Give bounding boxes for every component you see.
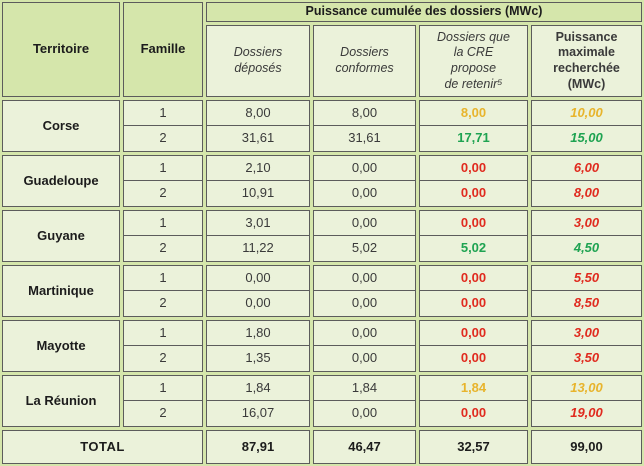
famille-cell: 2 — [123, 346, 203, 372]
conformes-cell: 0,00 — [313, 291, 416, 317]
cre-cell: 0,00 — [419, 320, 528, 346]
territory-group: Guadeloupe 1 2,10 0,00 0,00 6,00 2 10,91… — [2, 155, 642, 207]
header-dossiers-conformes: Dossiers conformes — [313, 25, 416, 97]
pmax-cell: 5,50 — [531, 265, 642, 291]
header-territoire: Territoire — [2, 2, 120, 97]
famille-cell: 1 — [123, 155, 203, 181]
total-row: TOTAL 87,91 46,47 32,57 99,00 — [2, 430, 642, 464]
header-puissance-max: Puissance maximale recherchée (MWc) — [531, 25, 642, 97]
territory-cell: Martinique — [2, 265, 120, 317]
famille-cell: 2 — [123, 181, 203, 207]
conformes-cell: 0,00 — [313, 181, 416, 207]
pmax-cell: 6,00 — [531, 155, 642, 181]
territory-group: Martinique 1 0,00 0,00 0,00 5,50 2 0,00 … — [2, 265, 642, 317]
pmax-cell: 13,00 — [531, 375, 642, 401]
pmax-cell: 10,00 — [531, 100, 642, 126]
cre-cell: 0,00 — [419, 265, 528, 291]
famille-cell: 1 — [123, 265, 203, 291]
pmax-cell: 3,00 — [531, 210, 642, 236]
cre-cell: 1,84 — [419, 375, 528, 401]
deposes-cell: 2,10 — [206, 155, 310, 181]
conformes-cell: 31,61 — [313, 126, 416, 152]
famille-cell: 2 — [123, 236, 203, 262]
total-label: TOTAL — [2, 430, 203, 464]
famille-cell: 2 — [123, 126, 203, 152]
header-dossiers-deposes: Dossiers déposés — [206, 25, 310, 97]
cre-cell: 0,00 — [419, 210, 528, 236]
deposes-cell: 8,00 — [206, 100, 310, 126]
conformes-cell: 0,00 — [313, 401, 416, 427]
cre-cell: 0,00 — [419, 346, 528, 372]
table-body: Corse 1 8,00 8,00 8,00 10,00 2 31,61 31,… — [2, 100, 642, 430]
total-deposes: 87,91 — [206, 430, 310, 464]
header-famille: Famille — [123, 2, 203, 97]
territory-cell: Guyane — [2, 210, 120, 262]
deposes-cell: 1,35 — [206, 346, 310, 372]
pmax-cell: 3,00 — [531, 320, 642, 346]
deposes-cell: 3,01 — [206, 210, 310, 236]
conformes-cell: 5,02 — [313, 236, 416, 262]
total-cre: 32,57 — [419, 430, 528, 464]
pmax-cell: 8,50 — [531, 291, 642, 317]
pmax-cell: 19,00 — [531, 401, 642, 427]
territory-group: Guyane 1 3,01 0,00 0,00 3,00 2 11,22 5,0… — [2, 210, 642, 262]
cre-cell: 0,00 — [419, 401, 528, 427]
famille-cell: 1 — [123, 100, 203, 126]
famille-cell: 1 — [123, 320, 203, 346]
famille-cell: 2 — [123, 291, 203, 317]
cre-cell: 0,00 — [419, 155, 528, 181]
conformes-cell: 1,84 — [313, 375, 416, 401]
pmax-cell: 3,50 — [531, 346, 642, 372]
territory-cell: La Réunion — [2, 375, 120, 427]
conformes-cell: 0,00 — [313, 346, 416, 372]
conformes-cell: 0,00 — [313, 210, 416, 236]
deposes-cell: 1,80 — [206, 320, 310, 346]
conformes-cell: 0,00 — [313, 265, 416, 291]
conformes-cell: 8,00 — [313, 100, 416, 126]
pmax-cell: 15,00 — [531, 126, 642, 152]
conformes-cell: 0,00 — [313, 155, 416, 181]
cre-cell: 0,00 — [419, 291, 528, 317]
territory-cell: Corse — [2, 100, 120, 152]
deposes-cell: 1,84 — [206, 375, 310, 401]
header-dossiers-cre: Dossiers que la CRE propose de retenir⁵ — [419, 25, 528, 97]
table-header: Territoire Famille Puissance cumulée des… — [2, 2, 642, 97]
deposes-cell: 16,07 — [206, 401, 310, 427]
territory-cell: Guadeloupe — [2, 155, 120, 207]
deposes-cell: 11,22 — [206, 236, 310, 262]
deposes-cell: 31,61 — [206, 126, 310, 152]
deposes-cell: 0,00 — [206, 291, 310, 317]
conformes-cell: 0,00 — [313, 320, 416, 346]
cre-cell: 5,02 — [419, 236, 528, 262]
cre-cell: 17,71 — [419, 126, 528, 152]
total-conformes: 46,47 — [313, 430, 416, 464]
deposes-cell: 0,00 — [206, 265, 310, 291]
pmax-cell: 8,00 — [531, 181, 642, 207]
total-pmax: 99,00 — [531, 430, 642, 464]
famille-cell: 2 — [123, 401, 203, 427]
territory-group: Corse 1 8,00 8,00 8,00 10,00 2 31,61 31,… — [2, 100, 642, 152]
cre-cell: 8,00 — [419, 100, 528, 126]
territory-group: La Réunion 1 1,84 1,84 1,84 13,00 2 16,0… — [2, 375, 642, 427]
territory-group: Mayotte 1 1,80 0,00 0,00 3,00 2 1,35 0,0… — [2, 320, 642, 372]
territory-cell: Mayotte — [2, 320, 120, 372]
cre-cell: 0,00 — [419, 181, 528, 207]
header-group-title: Puissance cumulée des dossiers (MWc) — [206, 2, 642, 22]
deposes-cell: 10,91 — [206, 181, 310, 207]
pmax-cell: 4,50 — [531, 236, 642, 262]
famille-cell: 1 — [123, 375, 203, 401]
famille-cell: 1 — [123, 210, 203, 236]
